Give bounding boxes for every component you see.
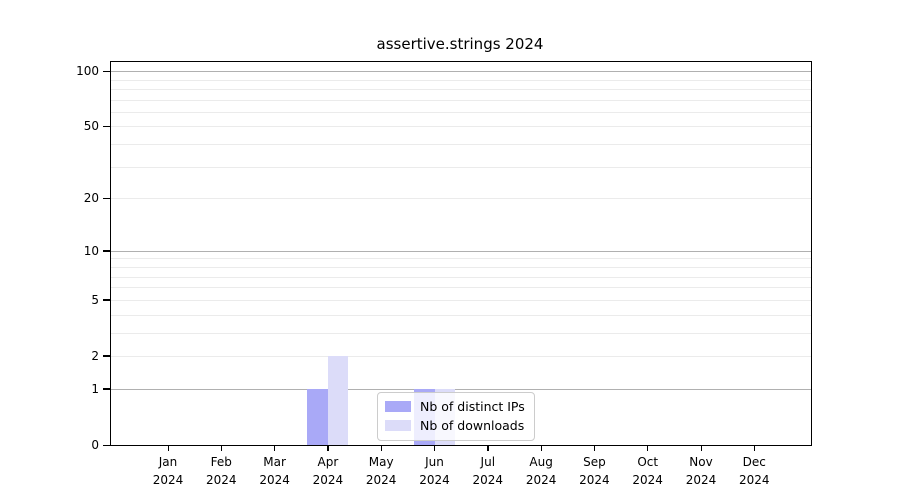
gridline-major-10 <box>111 250 811 252</box>
y-tick-label-20: 20 <box>83 191 99 206</box>
x-tick-label-jan: Jan 2024 <box>152 455 184 487</box>
x-tick-oct <box>647 446 649 451</box>
legend-item-downloads: Nb of downloads <box>385 416 525 435</box>
y-tick-0 <box>103 444 110 446</box>
gridline-minor-70 <box>111 99 811 101</box>
gridline-minor-90 <box>111 79 811 81</box>
gridline-minor-20 <box>111 198 811 200</box>
gridline-minor-30 <box>111 166 811 168</box>
gridline-major-1 <box>111 388 811 390</box>
x-tick-jun <box>434 446 436 451</box>
bar-downloads-apr <box>327 355 349 445</box>
y-tick-label-2: 2 <box>91 348 99 363</box>
legend-label-downloads: Nb of downloads <box>420 417 525 433</box>
legend: Nb of distinct IPs Nb of downloads <box>377 392 535 441</box>
legend-label-distinct-ips: Nb of distinct IPs <box>420 398 525 414</box>
gridline-minor-6 <box>111 287 811 289</box>
gridline-minor-8 <box>111 266 811 268</box>
x-tick-dec <box>753 446 756 451</box>
x-tick-nov <box>700 446 702 451</box>
plot-area: 0 1 2 5 10 20 50 100 Jan 2024 Feb 2024 Mar 2024 Apr 202… <box>76 61 812 487</box>
y-tick-label-50: 50 <box>83 119 99 134</box>
bar-distinct-ips-apr <box>307 388 328 445</box>
gridline-major-100 <box>111 71 811 73</box>
x-tick-label-feb: Feb 2024 <box>206 455 237 487</box>
chart-title: assertive.strings 2024 <box>376 35 544 53</box>
gridline-minor-2 <box>111 355 811 357</box>
y-tick-label-0: 0 <box>91 438 99 452</box>
legend-item-distinct-ips: Nb of distinct IPs <box>385 397 525 416</box>
x-tick-label-sep: Sep 2024 <box>579 455 610 487</box>
x-tick-label-jun: Jun 2024 <box>419 455 450 487</box>
x-tick-feb <box>220 446 223 451</box>
y-tick-label-5: 5 <box>91 292 99 307</box>
y-tick-label-100: 100 <box>76 64 99 79</box>
legend-swatch-downloads <box>385 420 411 431</box>
gridline-minor-9 <box>111 258 811 260</box>
x-tick-label-aug: Aug 2024 <box>525 455 557 487</box>
legend-swatch-distinct-ips <box>385 401 411 412</box>
x-tick-label-oct: Oct 2024 <box>632 455 663 487</box>
x-tick-sep <box>593 446 596 451</box>
gridline-minor-50 <box>111 126 811 128</box>
gridline-minor-80 <box>111 88 811 90</box>
y-tick-1 <box>103 388 110 390</box>
y-tick-10 <box>103 250 110 252</box>
y-tick-50 <box>103 125 110 128</box>
y-tick-5 <box>103 299 110 301</box>
gridline-minor-7 <box>111 276 811 278</box>
x-tick-label-mar: Mar 2024 <box>259 455 290 487</box>
x-tick-label-nov: Nov 2024 <box>685 455 717 487</box>
x-tick-jul <box>487 446 489 451</box>
gridline-minor-60 <box>111 111 811 113</box>
y-tick-label-10: 10 <box>83 243 99 258</box>
x-tick-label-may: May 2024 <box>365 455 397 487</box>
x-tick-apr <box>327 446 329 451</box>
gridline-minor-4 <box>111 314 811 316</box>
x-tick-label-dec: Dec 2024 <box>739 455 770 487</box>
gridline-minor-40 <box>111 144 811 146</box>
gridline-minor-5 <box>111 299 811 301</box>
x-tick-jan <box>167 446 169 451</box>
x-tick-mar <box>274 446 276 451</box>
y-tick-label-1: 1 <box>91 381 99 396</box>
y-tick-100 <box>103 70 110 72</box>
y-tick-20 <box>103 197 110 200</box>
x-tick-aug <box>540 446 542 451</box>
x-tick-label-apr: Apr 2024 <box>312 455 344 487</box>
gridline-minor-3 <box>111 332 811 334</box>
x-tick-may <box>380 446 382 451</box>
y-tick-2 <box>103 355 110 357</box>
x-tick-label-jul: Jul 2024 <box>472 455 504 487</box>
